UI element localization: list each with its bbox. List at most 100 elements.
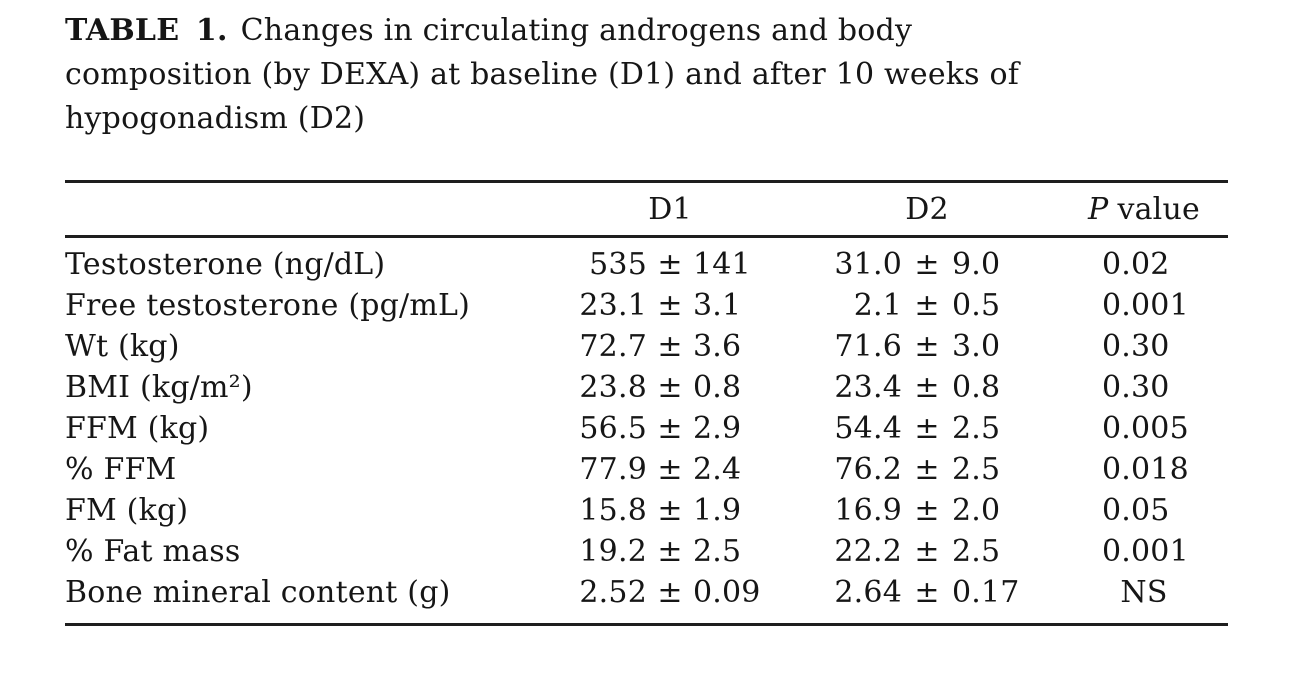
d1-sd: 141 bbox=[693, 247, 751, 282]
d2-sd: 0.8 bbox=[952, 370, 1001, 405]
column-header-d1: D1 bbox=[648, 191, 692, 227]
d1-sd: 3.6 bbox=[693, 329, 742, 364]
row-label: Free testosterone (pg/mL) bbox=[65, 288, 471, 323]
d2-mean: 16.9 bbox=[834, 493, 902, 528]
table-row: BMI (kg/m²) 23.8 ±0.8 23.4 ±0.8 0.30 bbox=[65, 367, 1228, 408]
column-header-d1-cell: D1 bbox=[480, 192, 790, 227]
d2-sd: 2.5 bbox=[952, 534, 1001, 569]
p-value: 0.30 bbox=[1102, 329, 1170, 364]
d1-mean: 19.2 bbox=[579, 534, 647, 569]
plus-minus-icon: ± bbox=[914, 329, 940, 364]
d1-value: 23.8 ±0.8 bbox=[480, 367, 790, 408]
table-header-rule bbox=[65, 235, 1228, 238]
table-row: Bone mineral content (g) 2.52 ±0.09 2.64 ±… bbox=[65, 572, 1228, 613]
d1-mean: 23.8 bbox=[579, 370, 647, 405]
d2-sd: 2.5 bbox=[952, 411, 1001, 446]
d2-value: 2.1 ±0.5 bbox=[790, 285, 1060, 326]
p-value: 0.05 bbox=[1102, 493, 1170, 528]
table-number: TABLE 1. bbox=[65, 13, 228, 48]
table-row: Wt (kg) 72.7 ±3.6 71.6 ±3.0 0.30 bbox=[65, 326, 1228, 367]
plus-minus-icon: ± bbox=[914, 370, 940, 405]
p-rest: value bbox=[1117, 191, 1200, 227]
d1-mean: 2.52 bbox=[579, 575, 647, 610]
table-row: % FFM 77.9 ±2.4 76.2 ±2.5 0.018 bbox=[65, 449, 1228, 490]
p-value: 0.30 bbox=[1102, 370, 1170, 405]
d2-mean: 2.1 bbox=[853, 288, 902, 323]
d1-value: 56.5 ±2.9 bbox=[480, 408, 790, 449]
d1-mean: 23.1 bbox=[579, 288, 647, 323]
row-label: % Fat mass bbox=[65, 534, 241, 569]
p-value: 0.001 bbox=[1102, 534, 1189, 569]
plus-minus-icon: ± bbox=[657, 534, 683, 569]
d1-value: 23.1 ±3.1 bbox=[480, 285, 790, 326]
plus-minus-icon: ± bbox=[657, 247, 683, 282]
caption-line-3: hypogonadism (D2) bbox=[65, 101, 366, 136]
p-value: 0.001 bbox=[1102, 288, 1189, 323]
plus-minus-icon: ± bbox=[657, 452, 683, 487]
table-body: Testosterone (ng/dL) 535 ±141 31.0 ±9.0 0.… bbox=[65, 238, 1228, 623]
row-label: Wt (kg) bbox=[65, 329, 180, 364]
d1-sd: 0.09 bbox=[693, 575, 761, 610]
row-label: % FFM bbox=[65, 452, 177, 487]
plus-minus-icon: ± bbox=[914, 247, 940, 282]
plus-minus-icon: ± bbox=[657, 493, 683, 528]
d1-sd: 2.9 bbox=[693, 411, 742, 446]
d1-sd: 2.4 bbox=[693, 452, 742, 487]
d2-mean: 31.0 bbox=[834, 247, 902, 282]
d1-value: 77.9 ±2.4 bbox=[480, 449, 790, 490]
d1-mean: 77.9 bbox=[579, 452, 647, 487]
row-label: Bone mineral content (g) bbox=[65, 575, 451, 610]
d1-sd: 3.1 bbox=[693, 288, 742, 323]
d1-mean: 72.7 bbox=[579, 329, 647, 364]
plus-minus-icon: ± bbox=[914, 493, 940, 528]
plus-minus-icon: ± bbox=[914, 288, 940, 323]
column-header-d2: D2 bbox=[905, 191, 949, 227]
d2-mean: 76.2 bbox=[834, 452, 902, 487]
d2-sd: 2.5 bbox=[952, 452, 1001, 487]
d2-sd: 3.0 bbox=[952, 329, 1001, 364]
table-row: FM (kg) 15.8 ±1.9 16.9 ±2.0 0.05 bbox=[65, 490, 1228, 531]
d2-value: 71.6 ±3.0 bbox=[790, 326, 1060, 367]
table-row: Free testosterone (pg/mL) 23.1 ±3.1 2.1 ±0… bbox=[65, 285, 1228, 326]
d2-value: 31.0 ±9.0 bbox=[790, 244, 1060, 285]
plus-minus-icon: ± bbox=[657, 370, 683, 405]
d2-value: 2.64 ±0.17 bbox=[790, 572, 1060, 613]
p-value: 0.018 bbox=[1102, 452, 1189, 487]
plus-minus-icon: ± bbox=[914, 534, 940, 569]
table-top-rule bbox=[65, 180, 1228, 183]
caption-line-1-text: Changes in circulating androgens and bod… bbox=[240, 13, 913, 48]
plus-minus-icon: ± bbox=[914, 411, 940, 446]
plus-minus-icon: ± bbox=[914, 452, 940, 487]
d2-sd: 0.17 bbox=[952, 575, 1020, 610]
d2-mean: 71.6 bbox=[834, 329, 902, 364]
d2-mean: 54.4 bbox=[834, 411, 902, 446]
d1-mean: 15.8 bbox=[579, 493, 647, 528]
d1-value: 19.2 ±2.5 bbox=[480, 531, 790, 572]
d1-value: 2.52 ±0.09 bbox=[480, 572, 790, 613]
row-label: BMI (kg/m²) bbox=[65, 370, 253, 405]
plus-minus-icon: ± bbox=[914, 575, 940, 610]
table-bottom-rule bbox=[65, 623, 1228, 626]
p-italic: P bbox=[1088, 191, 1109, 227]
column-header-d2-cell: D2 bbox=[790, 192, 1060, 227]
d2-sd: 0.5 bbox=[952, 288, 1001, 323]
d2-sd: 2.0 bbox=[952, 493, 1001, 528]
d2-value: 22.2 ±2.5 bbox=[790, 531, 1060, 572]
d2-mean: 2.64 bbox=[834, 575, 902, 610]
d1-value: 15.8 ±1.9 bbox=[480, 490, 790, 531]
d2-value: 23.4 ±0.8 bbox=[790, 367, 1060, 408]
d1-sd: 1.9 bbox=[693, 493, 742, 528]
table-row: % Fat mass 19.2 ±2.5 22.2 ±2.5 0.001 bbox=[65, 531, 1228, 572]
row-label: FM (kg) bbox=[65, 493, 189, 528]
row-label: Testosterone (ng/dL) bbox=[65, 247, 386, 282]
table-row: Testosterone (ng/dL) 535 ±141 31.0 ±9.0 0.… bbox=[65, 244, 1228, 285]
d1-sd: 0.8 bbox=[693, 370, 742, 405]
plus-minus-icon: ± bbox=[657, 329, 683, 364]
caption-line-2: composition (by DEXA) at baseline (D1) a… bbox=[65, 57, 1020, 92]
p-value: 0.02 bbox=[1102, 247, 1170, 282]
d1-value: 72.7 ±3.6 bbox=[480, 326, 790, 367]
p-value: 0.005 bbox=[1102, 411, 1189, 446]
